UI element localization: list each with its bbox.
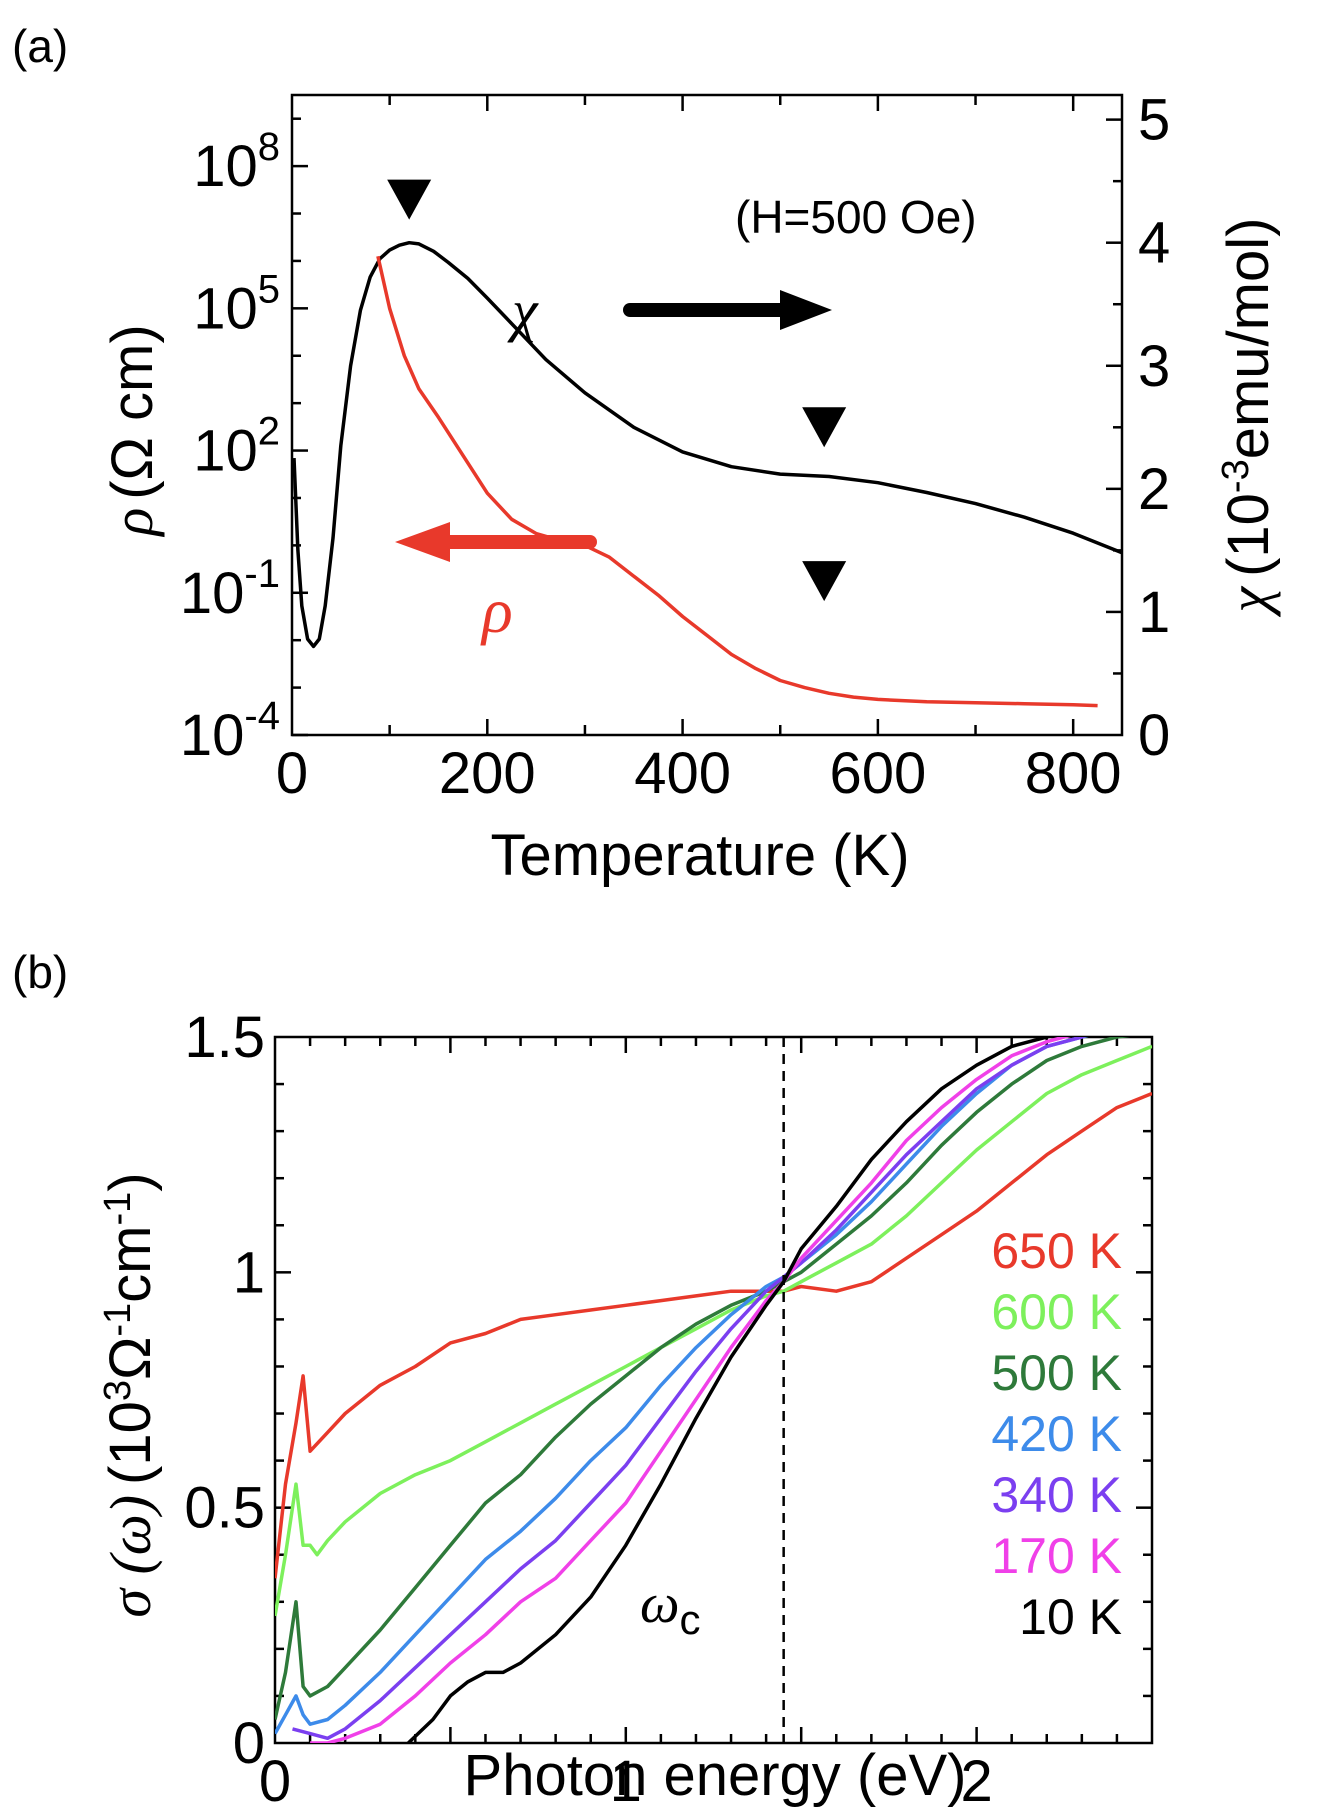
ylabel-b-sup3: -1: [97, 1192, 139, 1226]
rho-curve-label: ρ: [480, 575, 513, 646]
y-right-tick-label: 4: [1138, 211, 1170, 276]
panel-b-label: (b): [12, 946, 68, 998]
omega-c-subscript: c: [680, 1596, 701, 1643]
y-left-tick-label: 105: [193, 267, 280, 341]
y-right-tick-label: 5: [1138, 88, 1170, 153]
series-line-chi: [292, 240, 1123, 649]
series-line-650k: [275, 1091, 1152, 1579]
ylabel-b-symbol: σ (ω): [98, 1495, 163, 1618]
legend-item: 420 K: [991, 1406, 1122, 1462]
y-left-tick-label: 102: [193, 410, 280, 484]
ylabel-b-sup2: -1: [97, 1303, 139, 1337]
series-line-10k: [407, 1037, 1054, 1743]
ylabel-left-unit: (Ω cm): [100, 324, 165, 499]
ylabel-right-post: emu/mol): [1216, 218, 1281, 460]
y-right-tick-label: 3: [1138, 334, 1170, 399]
field-annotation: (H=500 Oe): [735, 191, 977, 243]
x-tick-label: 0: [276, 741, 308, 806]
x-tick-label: 800: [1025, 741, 1122, 806]
chart-b-ylabel: σ (ω)(103Ω-1cm-1): [97, 1172, 163, 1617]
y-right-tick-label: 1: [1138, 580, 1170, 645]
series-line-420k: [275, 1037, 1089, 1735]
legend-item: 650 K: [991, 1223, 1122, 1279]
transition-marker: [387, 179, 432, 220]
y-tick-label: 1.5: [184, 1005, 265, 1070]
y-tick-label: 1: [233, 1240, 265, 1305]
y-tick-label: 0: [233, 1711, 265, 1776]
y-right-tick-label: 0: [1138, 703, 1170, 768]
chart-b-xlabel: Photon energy (eV): [464, 1743, 967, 1807]
ylabel-b-mid: Ω: [98, 1337, 163, 1380]
transition-marker: [802, 561, 847, 602]
chart-a-frame: [290, 93, 1124, 737]
legend-item: 170 K: [991, 1528, 1122, 1584]
x-tick-label: 600: [829, 741, 926, 806]
ylabel-b-sup1: 3: [97, 1380, 139, 1401]
ylabel-right-pre: (10: [1216, 493, 1281, 577]
x-tick-label: 0: [259, 1749, 291, 1807]
panel-a-label: (a): [12, 20, 68, 72]
omega-c-symbol: ω: [640, 1573, 680, 1635]
ylabel-b-post: ): [98, 1172, 163, 1191]
series-line-rho: [376, 255, 1098, 708]
y-left-tick-label: 10-1: [180, 552, 280, 626]
x-tick-label: 200: [439, 741, 536, 806]
legend-item: 600 K: [991, 1284, 1122, 1340]
chart-a-ylabel-right: χ (10-3emu/mol): [1215, 218, 1281, 618]
y-right-tick-label: 2: [1138, 457, 1170, 522]
chart-a-xlabel: Temperature (K): [490, 823, 909, 888]
legend-item: 10 K: [1019, 1589, 1122, 1645]
ylabel-b-mid2: cm: [98, 1225, 163, 1302]
chi-curve-label: χ: [507, 278, 539, 343]
series-line-340k: [292, 1037, 1087, 1741]
y-left-tick-label: 108: [193, 125, 280, 199]
rho-arrow: [395, 522, 597, 562]
legend-item: 340 K: [991, 1467, 1122, 1523]
chart-a: 0 200 400 600 800 108 105 102 10-1 10-4 0 1 2 3 4 5 (…: [100, 88, 1281, 888]
chi-arrow: [623, 290, 832, 330]
x-tick-label: 2: [960, 1749, 992, 1807]
series-line-500k: [275, 1037, 1131, 1720]
series-line-600k: [275, 1044, 1152, 1617]
x-tick-label: 1: [610, 1749, 642, 1807]
x-tick-label: 400: [634, 741, 731, 806]
ylabel-right-symbol: χ: [1216, 585, 1281, 617]
ylabel-left-symbol: ρ: [100, 508, 165, 538]
transition-marker: [802, 407, 847, 448]
chart-a-ylabel-left: ρ (Ω cm): [100, 324, 165, 537]
legend-item: 500 K: [991, 1345, 1122, 1401]
chart-b-frame: [273, 1035, 1154, 1745]
series-line-170k: [310, 1037, 1072, 1743]
ylabel-b-pre: (10: [98, 1401, 163, 1485]
y-tick-label: 0.5: [184, 1476, 265, 1541]
ylabel-right-sup: -3: [1215, 459, 1257, 493]
y-left-tick-label: 10-4: [180, 694, 280, 768]
omega-c-label: ωc: [640, 1573, 701, 1643]
